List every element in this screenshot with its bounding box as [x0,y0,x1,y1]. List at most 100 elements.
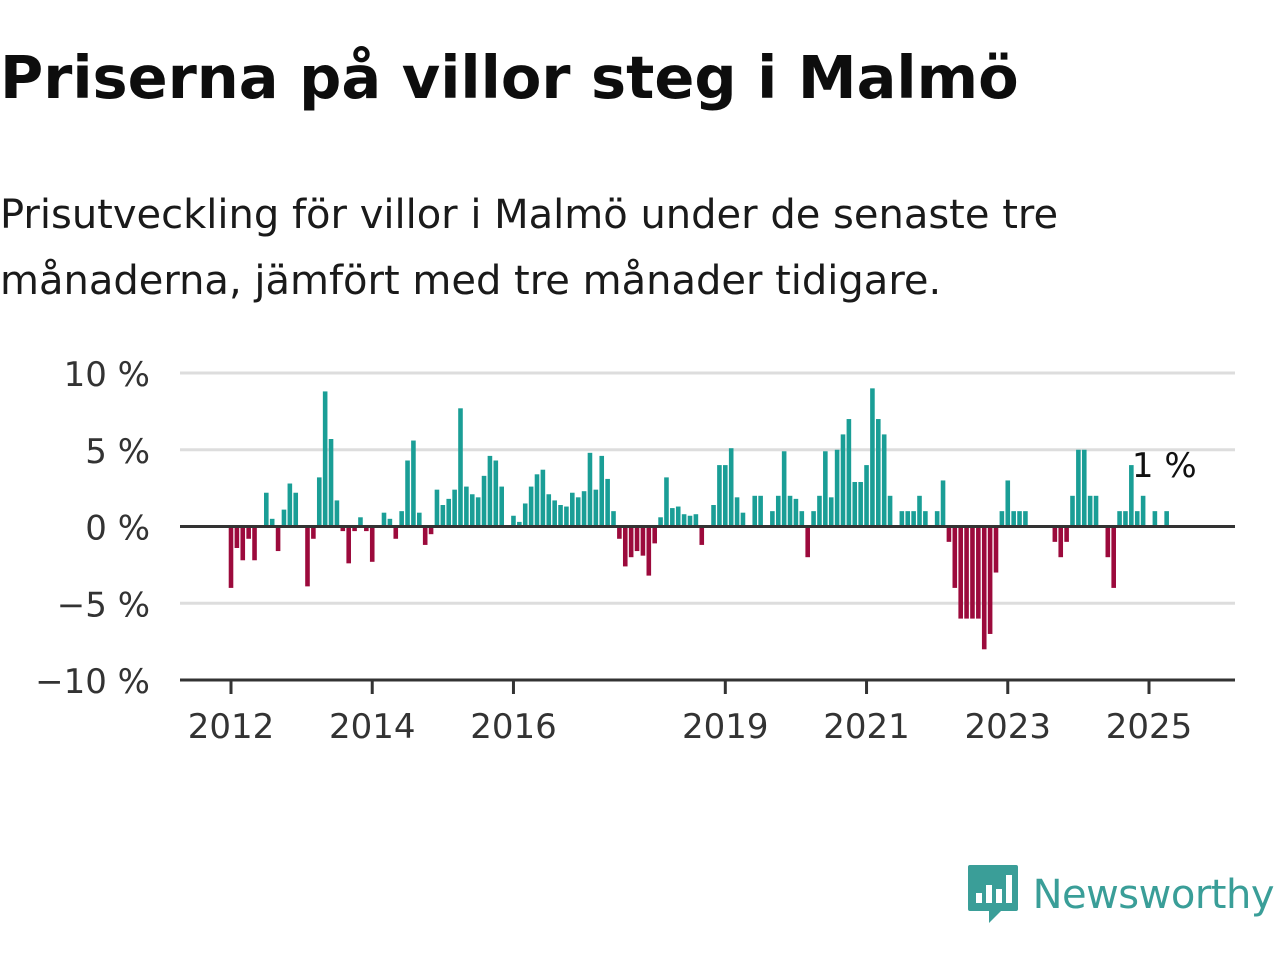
bar [934,511,940,527]
bar [1134,511,1140,527]
bar [817,495,822,527]
bar [846,419,852,527]
chart-subtitle: Prisutveckling för villor i Malmö under … [0,192,1059,304]
x-tick-label: 2012 [188,707,275,747]
bar [511,515,516,527]
bar [417,512,422,527]
bar [346,526,351,564]
y-tick-label: 5 % [85,432,150,472]
bar [752,495,758,527]
bar [269,518,275,527]
bar [952,526,958,588]
bar [387,518,393,527]
bar [1087,495,1093,527]
bar [440,505,446,527]
bar [887,495,893,527]
bar [1005,480,1011,527]
bar [517,521,522,527]
bar [1076,449,1081,527]
x-tick-label: 2021 [823,707,910,747]
bar [834,449,840,527]
bar [734,497,740,527]
bar [358,517,363,527]
bar [628,526,634,558]
bar [858,481,863,527]
x-tick-label: 2014 [329,707,416,747]
bar [675,506,681,527]
bar [958,526,963,619]
bar [799,511,805,527]
bar [870,388,875,527]
bar [475,497,481,527]
x-tick-label: 2016 [470,707,557,747]
bar [246,526,251,539]
bar [728,448,734,527]
bar [1093,495,1099,527]
bar [640,526,646,556]
bar [393,526,399,539]
bar [993,526,999,573]
bar [487,455,493,527]
bar [1117,511,1122,527]
bar [446,498,452,527]
bar [1052,526,1058,542]
bar [334,500,340,527]
bar [881,434,887,527]
bar [781,451,787,527]
bar [864,465,869,527]
bar [581,491,587,527]
bar [240,526,246,561]
bar [634,526,640,552]
bar [946,526,952,542]
zero-line-layer [180,525,1235,682]
bar [499,486,504,527]
bar [458,408,463,527]
bar [546,494,552,527]
bar [987,526,993,634]
bar [681,514,687,527]
bar [570,492,575,527]
bar [840,434,846,527]
bar [281,509,287,527]
bar [528,486,534,527]
bar [1070,495,1075,527]
bar [1164,511,1169,527]
bar [770,511,775,527]
annotation-layer: 1 % [1132,446,1197,486]
bar [905,511,911,527]
bar [876,419,881,527]
bar [522,503,528,527]
bar [575,497,581,527]
bar [534,474,540,527]
bar [587,452,593,527]
bar [564,506,569,527]
bar [652,526,657,544]
bar [693,514,699,527]
bar [1064,526,1069,542]
bar [775,495,781,527]
bar-chart-speech-bubble-icon [967,865,1018,923]
bar [364,526,369,532]
bar [558,505,563,527]
bar [899,511,905,527]
bar [711,505,716,527]
bar [1123,511,1128,527]
bar [540,469,546,527]
bar [1081,449,1087,527]
bar [617,526,622,539]
bar [552,500,557,527]
bar [264,492,269,527]
y-tick-label: −5 % [57,585,150,625]
bar [481,475,487,527]
bar [622,526,628,567]
bar [670,508,675,527]
bar [311,526,316,539]
bar [469,494,475,527]
bar [399,511,404,527]
bar [464,486,469,527]
bar [234,526,240,548]
bar [422,526,428,545]
bar [976,526,981,619]
bar [293,492,299,527]
bar [434,489,440,527]
